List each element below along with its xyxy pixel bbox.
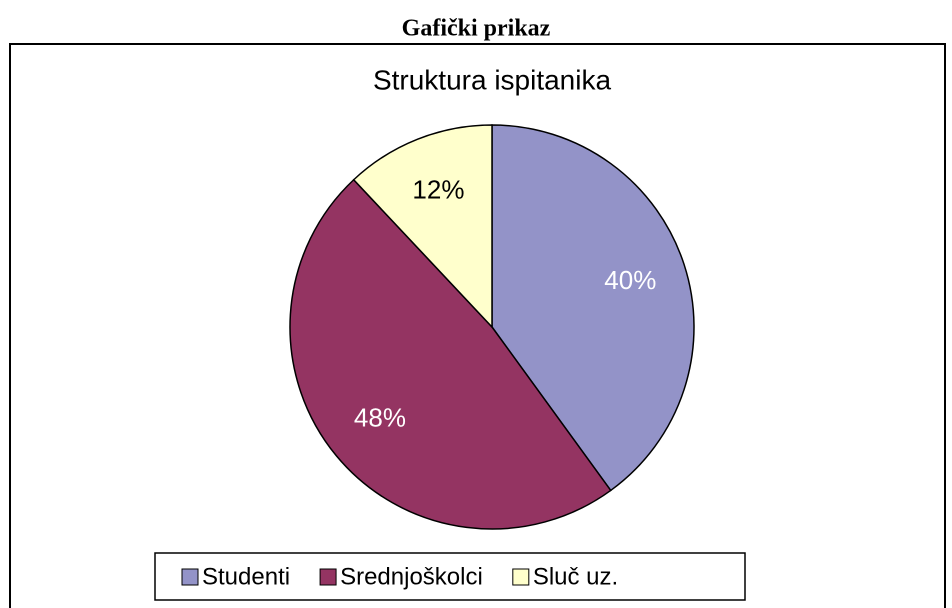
page-heading: Gafički prikaz	[402, 16, 551, 42]
data-label: 48%	[354, 403, 406, 433]
legend-label: Studenti	[202, 563, 290, 590]
pie-slice	[289, 178, 612, 530]
data-label: 12%	[412, 175, 464, 205]
legend-swatch	[319, 568, 337, 586]
legend-swatch	[512, 568, 530, 586]
data-label: 40%	[604, 265, 656, 295]
legend-label: Sluč uz.	[533, 563, 618, 590]
legend-box	[154, 552, 746, 601]
legend-swatch	[181, 568, 199, 586]
pie-slice	[491, 124, 695, 492]
pie-slice	[352, 124, 493, 329]
legend-label: Srednjoškolci	[340, 563, 483, 590]
chart-title: Struktura ispitanika	[373, 64, 612, 95]
